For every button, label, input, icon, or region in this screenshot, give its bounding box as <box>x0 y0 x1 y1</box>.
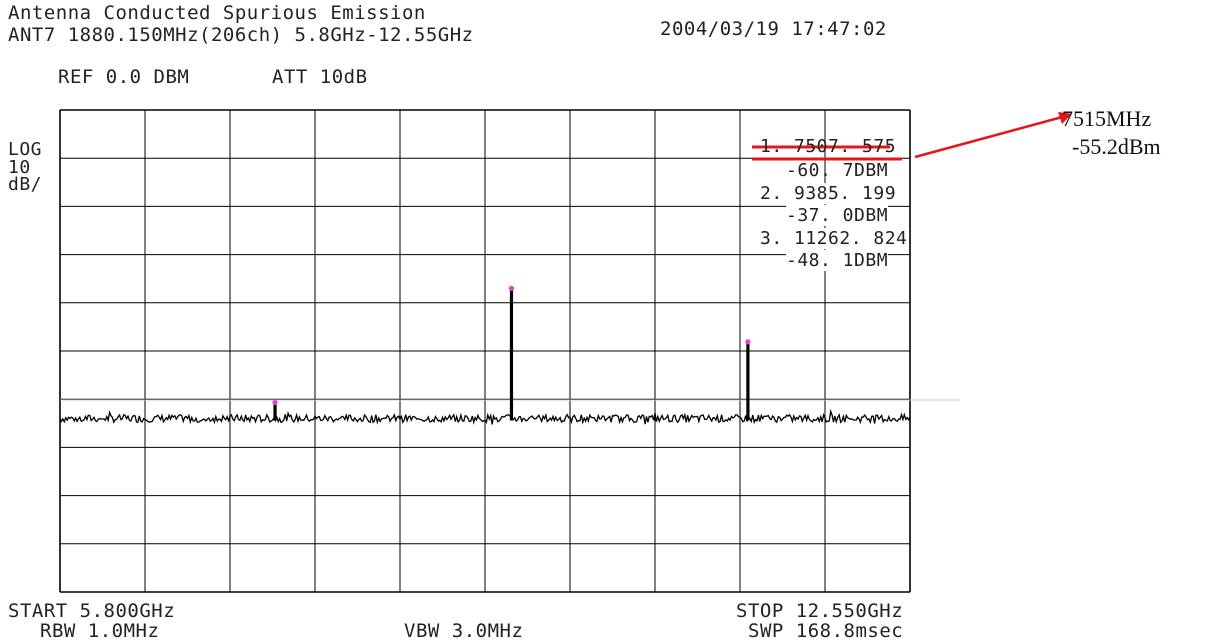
marker-point-3 <box>745 339 750 344</box>
sweep-time: SWP 168.8msec <box>748 620 903 642</box>
resolution-bandwidth: RBW 1.0MHz <box>40 620 159 642</box>
start-frequency: START 5.800GHz <box>8 600 175 622</box>
peak-spike-1 <box>273 403 276 421</box>
annotation-level: -55.2dBm <box>1072 134 1161 160</box>
annotation-arrow-line <box>915 116 1066 157</box>
marker-point-2 <box>509 286 514 291</box>
peak-spike-2 <box>510 288 513 420</box>
annotation-frequency: 7515MHz <box>1062 106 1151 132</box>
marker-3-frequency: 3. 11262. 824 <box>760 228 907 249</box>
peak-spike-3 <box>746 342 749 421</box>
marker-1-frequency: 1. 7507. 575 <box>760 136 896 157</box>
marker-1-level: -60. 7DBM <box>786 160 888 181</box>
video-bandwidth: VBW 3.0MHz <box>404 620 523 642</box>
marker-2-level: -37. 0DBM <box>786 205 888 226</box>
marker-3-level: -48. 1DBM <box>786 250 888 271</box>
marker-point-1 <box>272 400 277 405</box>
marker-2-frequency: 2. 9385. 199 <box>760 183 896 204</box>
stop-frequency: STOP 12.550GHz <box>736 600 903 622</box>
